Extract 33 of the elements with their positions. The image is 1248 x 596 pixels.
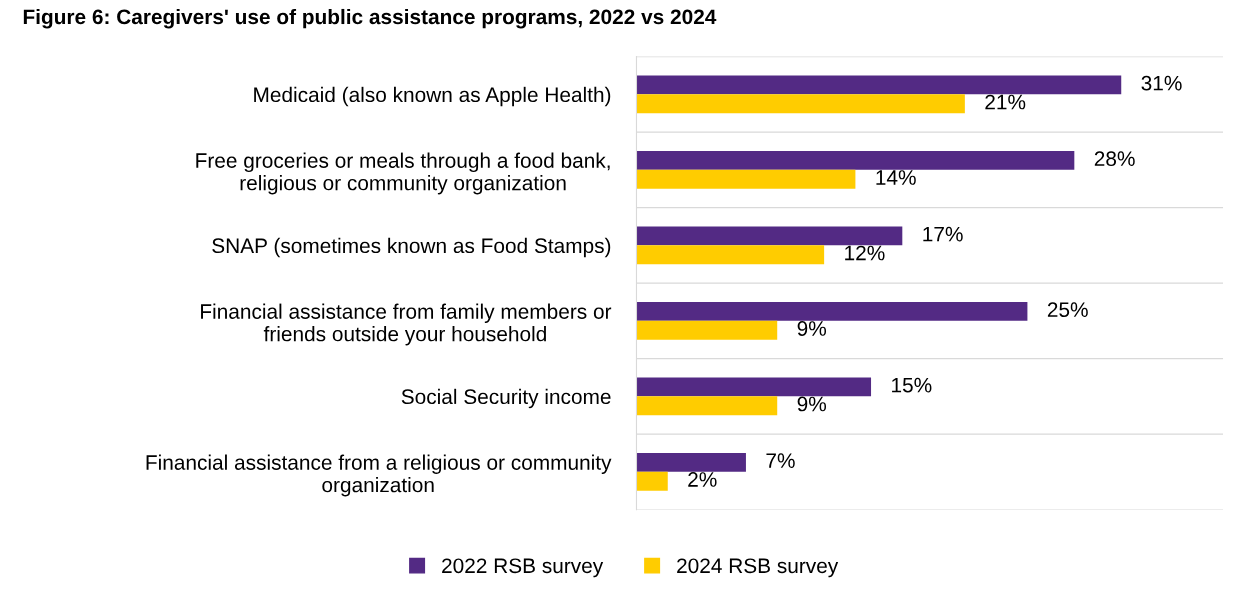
data-label: 28% bbox=[1094, 151, 1135, 167]
y-tick-label: Social Security income bbox=[401, 388, 611, 409]
bar bbox=[636, 169, 856, 189]
bar bbox=[636, 245, 825, 265]
data-label: 9% bbox=[797, 396, 827, 412]
text: Figure 6: Caregivers' use of public assistance programs, 2022 vs 2024 bbox=[23, 8, 717, 29]
legend-label: 2024 RSB survey bbox=[677, 558, 839, 578]
data-label: 25% bbox=[1047, 302, 1088, 317]
data-label: 14% bbox=[876, 170, 916, 185]
data-label: 2% bbox=[688, 472, 717, 487]
bar bbox=[636, 452, 746, 472]
bar bbox=[636, 94, 965, 114]
bar bbox=[636, 150, 1075, 170]
legend-label: 2022 RSB survey bbox=[442, 558, 604, 578]
bar bbox=[636, 301, 1028, 321]
y-tick-label: Financial assistance from family members or friends outside your household bbox=[201, 303, 612, 346]
bar bbox=[636, 75, 1122, 95]
y-tick-label: SNAP (sometimes known as Food Stamps) bbox=[212, 237, 611, 258]
data-label: 31% bbox=[1141, 75, 1182, 91]
data-label: 21% bbox=[985, 94, 1026, 110]
data-label: 17% bbox=[923, 226, 963, 242]
bar bbox=[636, 396, 778, 416]
data-label: 15% bbox=[892, 377, 932, 393]
data-label: 7% bbox=[766, 453, 795, 468]
data-label: 9% bbox=[797, 321, 827, 336]
data-label: 12% bbox=[845, 245, 885, 261]
bar bbox=[636, 226, 903, 246]
bar bbox=[636, 320, 778, 340]
y-tick-label: Financial assistance from a religious or community organization bbox=[146, 454, 612, 497]
bar bbox=[636, 377, 872, 397]
y-tick-label: Free groceries or meals through a food bank, religious or community organization bbox=[196, 152, 610, 195]
bar bbox=[636, 471, 668, 491]
y-tick-label: Medicaid (also known as Apple Health) bbox=[254, 86, 611, 107]
